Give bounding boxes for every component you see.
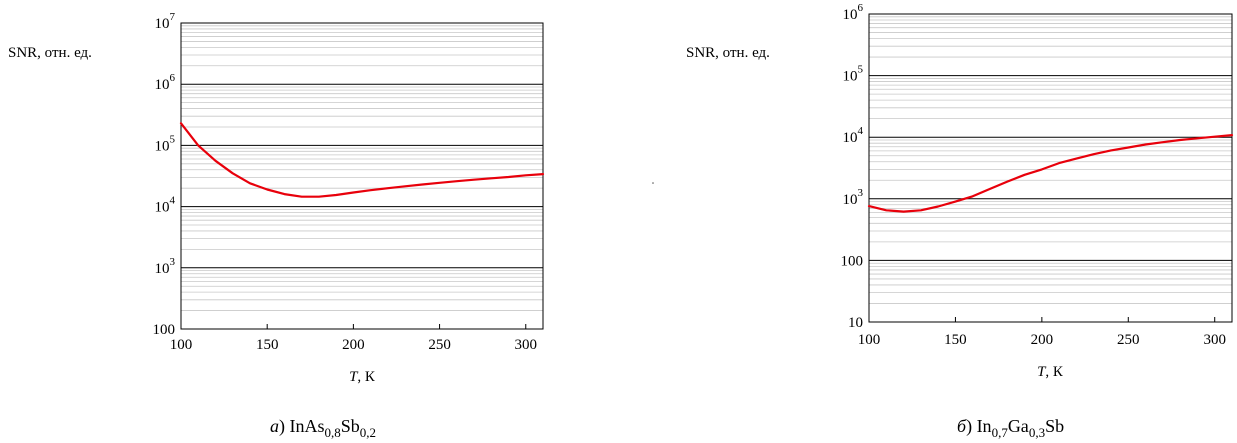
y-tick-label: 106 [155,72,176,93]
x-axis-label: T, К [1037,364,1064,380]
snr-curve [867,134,1234,213]
y-axis-label: SNR, отн. ед. [8,45,92,61]
x-tick-label: 200 [342,337,365,353]
y-tick-label: 100 [841,253,864,269]
chart-caption: а) InAs0,8Sb0,2 [270,416,376,440]
chart-caption: б) In0,7Ga0,3Sb [957,416,1064,440]
y-tick-label: 103 [155,256,176,277]
chart-inassb: 100 150 200 250 300 107 106 105 104 103 100 SNR, от… [8,11,545,440]
x-tick-label: 200 [1031,332,1054,348]
y-tick-label: 100 [153,322,176,338]
y-tick-label: 107 [155,11,176,32]
y-tick-label: 10 [848,315,863,331]
x-tick-label: 300 [515,337,538,353]
x-tick-label: 250 [428,337,451,353]
x-tick-label: 250 [1117,332,1140,348]
x-tick-label: 150 [944,332,967,348]
y-tick-label: 106 [843,2,864,23]
x-tick-label: 300 [1203,332,1226,348]
x-tick-label: 150 [256,337,279,353]
y-tick-label: 105 [155,133,176,154]
x-tick-label: 100 [170,337,193,353]
y-tick-label: 104 [155,195,176,216]
plot-frame [180,22,544,330]
y-tick-label: 105 [843,64,864,85]
y-tick-label: 103 [843,187,864,208]
plot-frame [868,13,1233,323]
y-tick-label: 104 [843,125,864,146]
y-axis-label: SNR, отн. ед. [686,45,770,61]
snr-curve [179,122,545,198]
x-tick-label: 100 [858,332,881,348]
x-axis-label: T, К [349,369,376,385]
stray-dot [652,182,654,184]
